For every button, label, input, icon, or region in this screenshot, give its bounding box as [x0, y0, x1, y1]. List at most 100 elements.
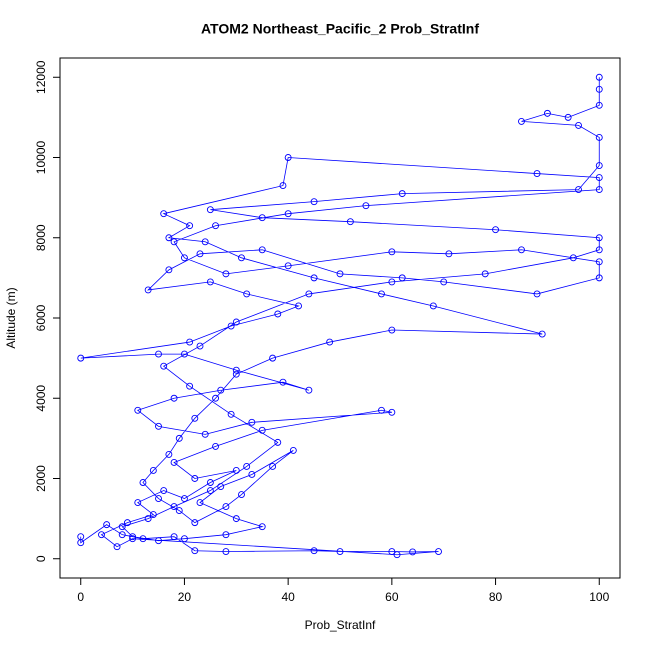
data-point — [232, 467, 240, 474]
data-point — [569, 254, 577, 262]
data-point — [175, 507, 183, 515]
data-point — [118, 531, 126, 539]
data-point — [144, 286, 152, 294]
data-point — [206, 479, 214, 486]
data-point — [186, 222, 194, 230]
data-point — [305, 290, 313, 298]
data-point — [346, 218, 354, 226]
data-point — [201, 430, 209, 438]
data-point — [206, 487, 214, 494]
data-point — [103, 521, 111, 529]
data-point — [222, 270, 230, 278]
data-point — [429, 302, 437, 310]
data-point — [440, 278, 448, 286]
data-point — [232, 366, 240, 374]
y-tick-label: 4000 — [34, 385, 48, 412]
data-point — [170, 533, 178, 541]
data-point — [274, 438, 282, 446]
data-point — [595, 101, 603, 109]
data-point — [155, 495, 162, 503]
data-point — [243, 290, 251, 298]
data-point — [595, 85, 603, 93]
y-tick-label: 12000 — [34, 60, 48, 94]
data-point — [129, 535, 137, 543]
data-point — [595, 234, 603, 242]
data-point — [98, 531, 105, 539]
data-point — [336, 548, 344, 555]
data-point — [139, 479, 147, 486]
data-point — [212, 394, 220, 402]
data-point — [445, 250, 453, 258]
data-point — [248, 471, 256, 478]
data-point — [575, 186, 582, 194]
data-point — [595, 246, 603, 254]
data-point — [336, 270, 344, 278]
data-point — [165, 266, 173, 274]
data-point — [175, 434, 183, 442]
data-point — [595, 186, 603, 194]
data-point — [155, 350, 162, 358]
data-point — [518, 117, 525, 125]
data-point — [238, 254, 245, 262]
data-point — [129, 533, 137, 541]
data-point — [543, 109, 551, 117]
data-point — [170, 238, 178, 246]
data-point — [258, 523, 266, 531]
data-point — [310, 198, 318, 206]
data-point — [284, 154, 292, 161]
data-point — [160, 362, 168, 370]
data-point — [575, 121, 582, 129]
data-point — [435, 548, 442, 555]
data-point — [481, 270, 489, 278]
data-point — [180, 350, 188, 358]
x-tick-label: 40 — [281, 590, 295, 604]
data-point — [170, 503, 178, 511]
data-point — [238, 491, 245, 498]
data-point — [232, 515, 240, 523]
data-point — [248, 418, 256, 426]
data-point — [378, 290, 385, 298]
data-point — [155, 422, 162, 430]
data-point — [196, 342, 204, 350]
data-point — [232, 318, 240, 326]
data-point — [258, 426, 266, 434]
data-point — [227, 410, 235, 418]
x-tick-label: 80 — [489, 590, 503, 604]
data-point — [595, 162, 603, 169]
data-point — [222, 531, 230, 539]
data-point — [258, 246, 266, 254]
data-point — [201, 238, 209, 246]
data-point — [279, 182, 287, 190]
data-point — [388, 326, 396, 334]
y-axis-label: Altitude (m) — [4, 287, 18, 348]
y-tick-label: 6000 — [34, 304, 48, 331]
y-tick-label: 0 — [34, 555, 48, 562]
data-point — [134, 499, 142, 507]
data-point — [393, 551, 401, 559]
y-tick-label: 10000 — [34, 140, 48, 174]
data-point — [134, 406, 142, 414]
data-point — [149, 467, 157, 474]
data-point — [388, 548, 396, 555]
data-point — [533, 290, 541, 298]
data-point — [227, 322, 235, 330]
data-point — [191, 475, 199, 482]
x-tick-label: 20 — [178, 590, 192, 604]
data-point — [595, 174, 603, 182]
data-point — [77, 354, 85, 362]
data-point — [165, 234, 173, 242]
data-point — [217, 386, 225, 394]
data-point — [160, 210, 168, 218]
data-point — [222, 548, 230, 555]
data-point — [212, 442, 220, 450]
data-point — [165, 450, 173, 458]
data-point — [196, 499, 204, 507]
data-point — [180, 495, 188, 503]
data-point — [160, 487, 168, 494]
data-point — [388, 408, 396, 416]
data-point — [279, 378, 287, 386]
data-point — [310, 547, 318, 555]
data-point — [269, 463, 277, 470]
